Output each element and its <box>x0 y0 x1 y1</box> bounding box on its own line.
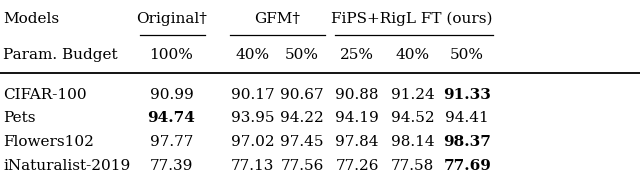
Text: Param. Budget: Param. Budget <box>3 48 118 62</box>
Text: 97.77: 97.77 <box>150 135 193 149</box>
Text: Models: Models <box>3 12 60 26</box>
Text: 40%: 40% <box>236 48 270 62</box>
Text: 77.58: 77.58 <box>391 159 435 173</box>
Text: 90.88: 90.88 <box>335 88 379 102</box>
Text: 100%: 100% <box>150 48 193 62</box>
Text: 77.56: 77.56 <box>280 159 324 173</box>
Text: 50%: 50% <box>285 48 319 62</box>
Text: 77.69: 77.69 <box>444 159 491 173</box>
Text: 94.22: 94.22 <box>280 111 324 125</box>
Text: 94.74: 94.74 <box>148 111 195 125</box>
Text: Flowers102: Flowers102 <box>3 135 94 149</box>
Text: 25%: 25% <box>340 48 374 62</box>
Text: 91.33: 91.33 <box>444 88 491 102</box>
Text: 90.17: 90.17 <box>231 88 275 102</box>
Text: 97.02: 97.02 <box>231 135 275 149</box>
Text: 98.37: 98.37 <box>444 135 491 149</box>
Text: 90.99: 90.99 <box>150 88 193 102</box>
Text: 97.45: 97.45 <box>280 135 324 149</box>
Text: 91.24: 91.24 <box>391 88 435 102</box>
Text: 94.41: 94.41 <box>445 111 489 125</box>
Text: 50%: 50% <box>450 48 484 62</box>
Text: 97.84: 97.84 <box>335 135 379 149</box>
Text: 98.14: 98.14 <box>391 135 435 149</box>
Text: Pets: Pets <box>3 111 36 125</box>
Text: 77.26: 77.26 <box>335 159 379 173</box>
Text: GFM†: GFM† <box>254 12 300 26</box>
Text: 40%: 40% <box>396 48 430 62</box>
Text: Original†: Original† <box>136 12 207 26</box>
Text: FiPS+RigL FT (ours): FiPS+RigL FT (ours) <box>332 12 493 26</box>
Text: 77.13: 77.13 <box>231 159 275 173</box>
Text: CIFAR-100: CIFAR-100 <box>3 88 87 102</box>
Text: 94.52: 94.52 <box>391 111 435 125</box>
Text: 90.67: 90.67 <box>280 88 324 102</box>
Text: 93.95: 93.95 <box>231 111 275 125</box>
Text: iNaturalist-2019: iNaturalist-2019 <box>3 159 131 173</box>
Text: 94.19: 94.19 <box>335 111 379 125</box>
Text: 77.39: 77.39 <box>150 159 193 173</box>
